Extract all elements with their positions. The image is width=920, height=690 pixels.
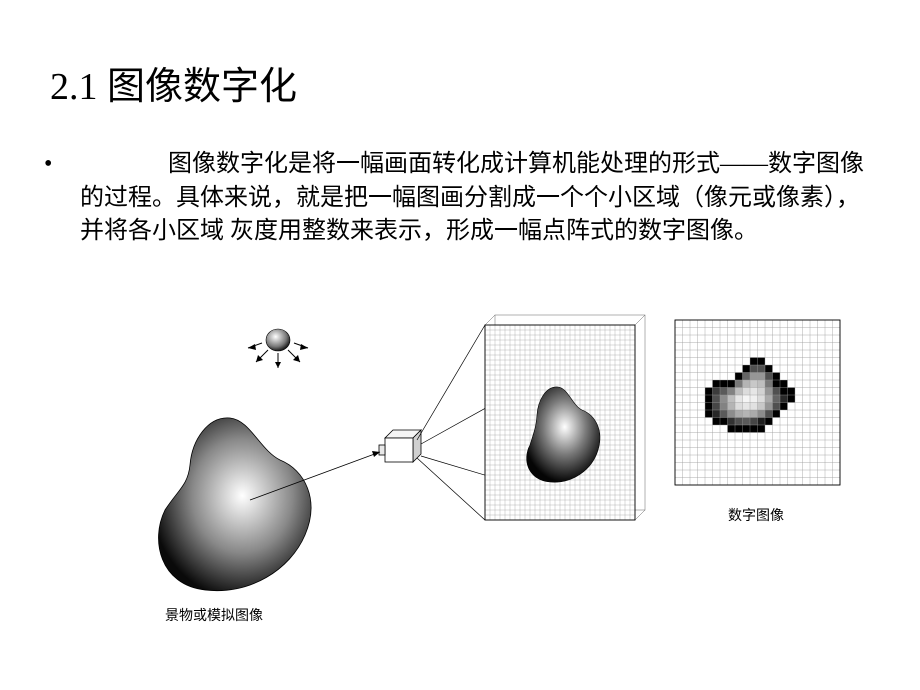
paragraph-text: 图像数字化是将一幅画面转化成计算机能处理的形式——数字图像的过程。具体来说，就是… <box>80 151 864 244</box>
caption-scene: 景物或模拟图像 <box>165 605 263 625</box>
digital-image-grid <box>675 320 840 485</box>
light-source-icon <box>248 329 308 368</box>
section-title: 2.1 图像数字化 <box>50 55 870 110</box>
scene-object <box>158 418 310 591</box>
digitization-diagram: 景物或模拟图像 数字图像 <box>130 310 850 630</box>
camera-icon <box>379 430 421 462</box>
diagram-svg <box>130 310 850 630</box>
body-paragraph: • 图像数字化是将一幅画面转化成计算机能处理的形式——数字图像的过程。具体来说，… <box>50 148 870 249</box>
caption-digital: 数字图像 <box>728 505 784 525</box>
bullet-icon: • <box>62 148 120 182</box>
